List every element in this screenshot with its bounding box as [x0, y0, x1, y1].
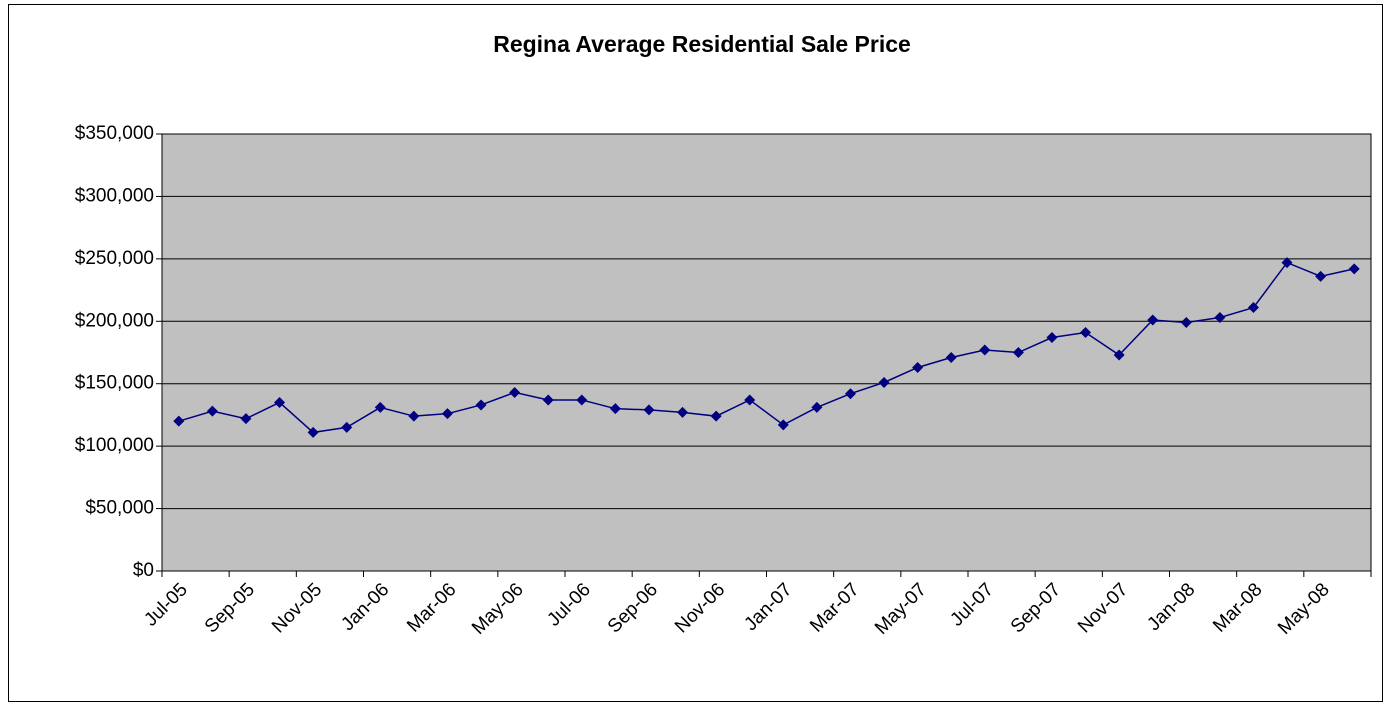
y-tick-label: $100,000	[75, 435, 154, 456]
data-point	[542, 394, 554, 406]
data-point	[341, 421, 353, 433]
data-point	[777, 419, 789, 431]
data-point	[1247, 302, 1259, 314]
data-point	[1046, 332, 1058, 344]
data-point	[643, 404, 655, 416]
data-point	[945, 351, 957, 363]
data-point	[1348, 263, 1360, 275]
data-point	[240, 413, 252, 425]
plot-area	[162, 134, 1371, 571]
data-point	[173, 415, 185, 427]
data-point	[1281, 257, 1293, 269]
data-point	[307, 426, 319, 438]
data-point	[1080, 327, 1092, 339]
y-tick-label: $200,000	[75, 310, 154, 331]
data-point	[408, 410, 420, 422]
data-point	[274, 396, 286, 408]
series-line	[178, 261, 1355, 434]
data-point	[744, 394, 756, 406]
data-point	[979, 344, 991, 356]
y-tick-label: $250,000	[75, 248, 154, 269]
data-point	[206, 405, 218, 417]
data-point	[1214, 312, 1226, 324]
y-tick-label: $350,000	[75, 123, 154, 144]
y-tick-label: $50,000	[85, 498, 154, 519]
y-tick-label: $300,000	[75, 185, 154, 206]
data-point	[441, 408, 453, 420]
y-tick-label: $150,000	[75, 373, 154, 394]
data-point	[878, 376, 890, 388]
data-point	[844, 388, 856, 400]
data-point	[1180, 317, 1192, 329]
data-point	[811, 401, 823, 413]
data-point	[912, 361, 924, 373]
data-point	[1113, 349, 1125, 361]
data-point	[1012, 347, 1024, 358]
data-point	[1147, 314, 1159, 326]
data-point	[374, 401, 386, 413]
data-point	[475, 399, 487, 411]
data-point	[609, 403, 621, 415]
data-point	[576, 394, 588, 406]
data-point	[1315, 270, 1327, 282]
y-tick-label: $0	[133, 560, 154, 581]
data-point	[677, 406, 689, 418]
data-point	[710, 410, 722, 422]
data-point	[509, 386, 521, 398]
chart-title: Regina Average Residential Sale Price	[493, 31, 911, 57]
